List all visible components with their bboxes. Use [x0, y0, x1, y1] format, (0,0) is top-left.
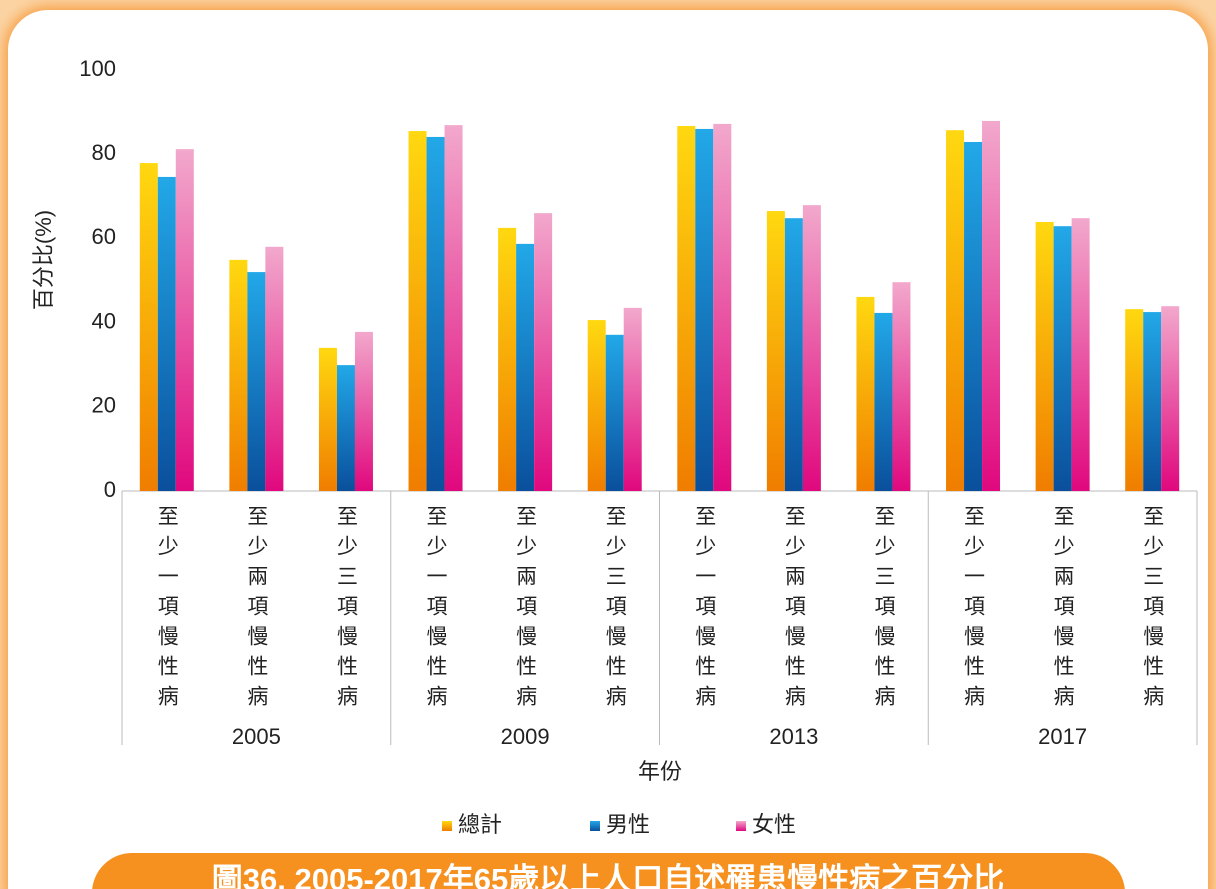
group-label: 2017	[1038, 724, 1087, 749]
legend-swatch	[442, 821, 452, 831]
bar	[784, 218, 803, 491]
title-banner	[92, 853, 1125, 889]
bar	[139, 163, 158, 491]
x-tick-label: 至少兩項慢性病	[514, 505, 538, 715]
bar	[677, 125, 696, 492]
bar	[354, 331, 373, 491]
x-tick-label: 至少兩項慢性病	[782, 505, 806, 715]
bar	[336, 365, 355, 491]
legend-label: 男性	[606, 812, 650, 837]
bar	[444, 125, 463, 491]
bar	[874, 312, 893, 491]
bar	[892, 282, 911, 491]
bar	[946, 130, 965, 491]
bar	[1125, 309, 1144, 491]
group-label: 2013	[769, 724, 818, 749]
bar	[516, 243, 535, 491]
bar	[534, 213, 553, 491]
y-tick-label: 100	[79, 56, 116, 81]
bar	[157, 176, 176, 491]
bar	[318, 347, 337, 491]
bar	[766, 211, 785, 491]
bar	[247, 272, 266, 491]
x-tick-label: 至少兩項慢性病	[245, 505, 269, 715]
y-axis-title: 百分比(%)	[31, 210, 56, 310]
bar	[695, 128, 714, 491]
bar	[426, 136, 445, 491]
bar	[605, 334, 624, 491]
bar	[982, 120, 1001, 491]
y-tick-label: 40	[92, 308, 116, 333]
x-tick-label: 至少三項慢性病	[603, 505, 627, 715]
legend-label: 女性	[752, 812, 796, 837]
y-tick-label: 20	[92, 393, 116, 418]
bar	[408, 131, 427, 492]
bar	[587, 320, 606, 491]
bar	[175, 149, 194, 491]
bar	[1035, 221, 1054, 491]
legend-swatch	[736, 821, 746, 831]
bar	[623, 307, 642, 491]
bar	[265, 246, 284, 491]
x-tick-label: 至少一項慢性病	[155, 505, 179, 715]
bar	[802, 205, 821, 492]
bar	[1071, 218, 1090, 491]
x-tick-label: 至少一項慢性病	[424, 505, 448, 715]
bar	[856, 296, 875, 491]
x-tick-label: 至少一項慢性病	[962, 505, 986, 715]
chart-title: 圖36. 2005-2017年65歲以上人口自述罹患慢性病之百分比	[212, 862, 1004, 889]
bar	[964, 141, 983, 491]
group-label: 2009	[501, 724, 550, 749]
x-tick-label: 至少三項慢性病	[334, 505, 358, 715]
x-tick-label: 至少三項慢性病	[872, 505, 896, 715]
y-tick-label: 80	[92, 140, 116, 165]
bar	[229, 259, 248, 491]
x-tick-label: 至少兩項慢性病	[1051, 505, 1075, 715]
x-tick-label: 至少三項慢性病	[1141, 505, 1165, 715]
y-tick-label: 60	[92, 224, 116, 249]
bar	[1143, 312, 1162, 491]
group-label: 2005	[232, 724, 281, 749]
y-tick-label: 0	[104, 477, 116, 502]
bar	[1053, 226, 1072, 492]
x-axis-title: 年份	[638, 759, 682, 784]
bar	[498, 227, 517, 491]
bar	[1161, 306, 1180, 491]
bar	[713, 123, 732, 491]
legend-label: 總計	[458, 812, 502, 837]
x-tick-label: 至少一項慢性病	[693, 505, 717, 715]
legend-swatch	[590, 821, 600, 831]
